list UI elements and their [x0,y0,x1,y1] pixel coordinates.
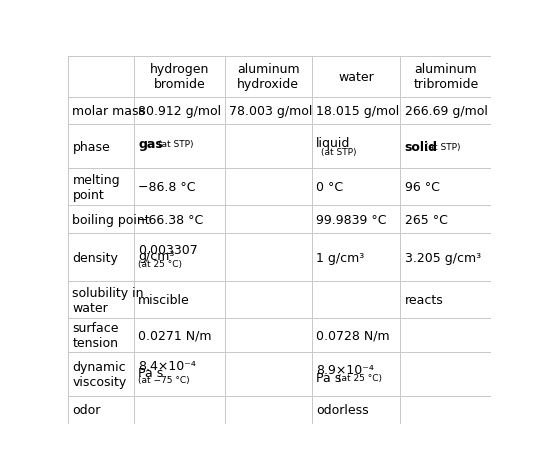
Text: −66.38 °C: −66.38 °C [138,213,203,226]
Text: solid: solid [405,140,438,154]
Text: 80.912 g/mol: 80.912 g/mol [138,105,221,118]
Text: 18.015 g/mol: 18.015 g/mol [316,105,399,118]
Text: solubility in
water: solubility in water [73,286,144,314]
Text: surface
tension: surface tension [73,321,119,349]
Text: Pa s: Pa s [316,371,341,384]
Text: 1 g/cm³: 1 g/cm³ [316,251,364,264]
Text: 0 °C: 0 °C [316,181,343,194]
Text: molar mass: molar mass [73,105,145,118]
Text: hydrogen
bromide: hydrogen bromide [150,63,209,91]
Text: (at STP): (at STP) [158,139,194,149]
Text: 8.4×10⁻⁴: 8.4×10⁻⁴ [138,359,196,372]
Text: water: water [338,71,374,84]
Text: 0.0728 N/m: 0.0728 N/m [316,329,389,342]
Text: g/cm³: g/cm³ [138,249,174,263]
Text: 96 °C: 96 °C [405,181,440,194]
Text: odor: odor [73,403,101,416]
Text: 266.69 g/mol: 266.69 g/mol [405,105,488,118]
Text: (at 25 °C): (at 25 °C) [338,373,382,382]
Text: aluminum
tribromide: aluminum tribromide [413,63,478,91]
Text: (at STP): (at STP) [321,148,357,157]
Text: density: density [73,251,118,264]
Text: dynamic
viscosity: dynamic viscosity [73,360,127,388]
Text: 8.9×10⁻⁴: 8.9×10⁻⁴ [316,363,373,376]
Text: 99.9839 °C: 99.9839 °C [316,213,386,226]
Text: odorless: odorless [316,403,369,416]
Text: melting
point: melting point [73,173,120,201]
Text: reacts: reacts [405,294,443,307]
Text: phase: phase [73,140,110,154]
Text: 0.0271 N/m: 0.0271 N/m [138,329,211,342]
Text: Pa s: Pa s [138,366,163,379]
Text: liquid: liquid [316,137,350,150]
Text: 265 °C: 265 °C [405,213,448,226]
Text: 78.003 g/mol: 78.003 g/mol [229,105,312,118]
Text: (at 25 °C): (at 25 °C) [138,259,182,268]
Text: −86.8 °C: −86.8 °C [138,181,195,194]
Text: aluminum
hydroxide: aluminum hydroxide [237,63,300,91]
Text: miscible: miscible [138,294,190,307]
Text: (at STP): (at STP) [425,143,460,151]
Text: gas: gas [138,138,163,150]
Text: (at −75 °C): (at −75 °C) [138,376,189,384]
Text: boiling point: boiling point [73,213,150,226]
Text: 0.003307: 0.003307 [138,243,198,256]
Text: 3.205 g/cm³: 3.205 g/cm³ [405,251,481,264]
